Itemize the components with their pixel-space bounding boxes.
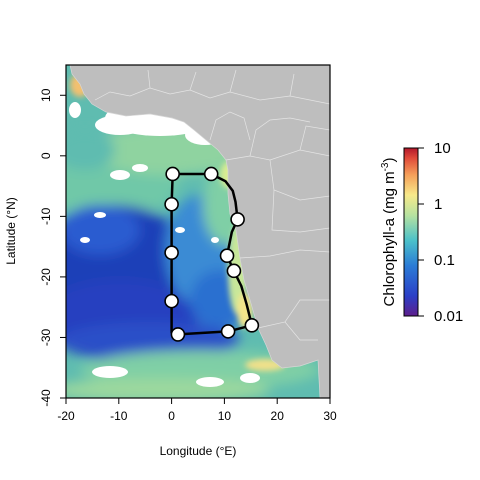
station-marker	[203, 166, 219, 182]
y-tick-label: -10	[39, 207, 53, 225]
colorbar-title-main: Chlorophyll-a (mg m	[381, 171, 398, 306]
colorbar-gradient	[403, 147, 419, 317]
y-axis: 10 0 -10 -20 -30 -40	[39, 88, 66, 407]
colorbar-ticks: 10 1 0.1 0.01	[418, 140, 463, 325]
colorbar-title: Chlorophyll-a (mg m-3)	[380, 158, 398, 307]
colorbar: 10 1 0.1 0.01 Chlorophyll-a (mg m-3)	[380, 140, 463, 325]
cruise-track	[164, 166, 260, 342]
y-tick-label: -40	[39, 389, 53, 407]
y-tick-label: -30	[39, 328, 53, 346]
colorbar-tick-label: 0.1	[434, 252, 455, 269]
x-tick-label: 10	[218, 409, 232, 423]
x-tick-label: 0	[168, 409, 175, 423]
y-axis-title: Latitude (°N)	[4, 197, 18, 265]
colorbar-tick-label: 10	[434, 140, 451, 157]
station-marker	[220, 324, 236, 339]
station-marker	[244, 318, 260, 333]
station-marker	[226, 263, 242, 279]
station-marker	[164, 245, 179, 260]
station-marker	[230, 212, 245, 227]
land-mass	[69, 65, 330, 398]
colorbar-tick-label: 1	[434, 196, 442, 213]
y-tick-label: -20	[39, 268, 53, 286]
x-axis-title: Longitude (°E)	[160, 444, 237, 458]
station-marker	[165, 166, 180, 182]
y-tick-label: 10	[39, 88, 53, 102]
station-marker	[164, 196, 179, 212]
plot-frame	[65, 64, 331, 399]
colorbar-tick-label: 0.01	[434, 308, 463, 325]
colorbar-title-superscript: -3	[380, 162, 391, 171]
station-markers	[164, 166, 260, 342]
station-marker	[170, 327, 186, 342]
x-tick-label: -20	[57, 409, 75, 423]
x-tick-label: 30	[323, 409, 337, 423]
station-marker	[164, 293, 179, 309]
colorbar-title-close: )	[381, 158, 398, 163]
station-marker	[219, 248, 235, 264]
x-tick-label: -10	[110, 409, 128, 423]
x-tick-label: 20	[271, 409, 285, 423]
x-axis: -20 -10 0 10 20 30	[57, 398, 337, 423]
y-tick-label: 0	[39, 152, 53, 159]
